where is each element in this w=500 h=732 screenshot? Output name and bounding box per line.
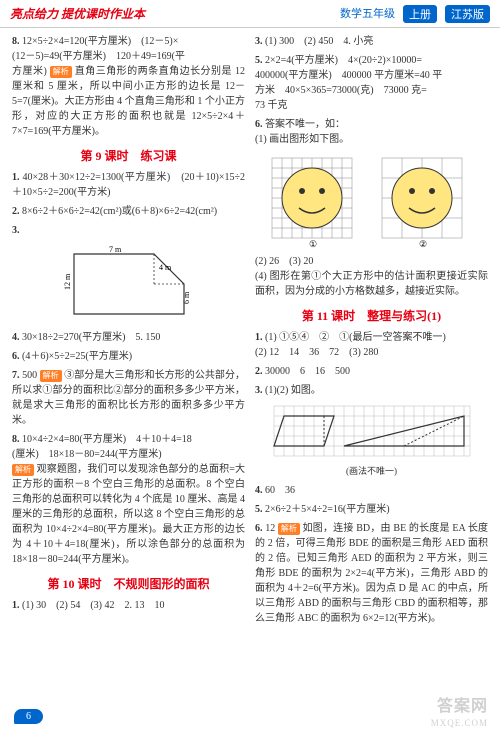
s9-q3: 3. 7 m 12 m 4 m 6 m: [12, 223, 245, 324]
s9-q3-num: 3.: [12, 225, 20, 236]
page-number: 6: [14, 709, 43, 724]
s10-q3: 3. (1) 300 (2) 450 4. 小亮: [255, 34, 488, 49]
svg-text:①: ①: [309, 239, 317, 248]
s10-q3-num: 3.: [255, 36, 263, 47]
grid-smiley-figure: ① ②: [267, 153, 477, 248]
s10-q1-text: (1) 30 (2) 54 (3) 42 2. 13 10: [22, 600, 164, 611]
s10-q6-sub4: (4) 图形在第①个大正方形中的估计面积更接近实际面积，因为分成的小方格数越多，…: [255, 271, 488, 297]
hint-tag: 解析: [50, 66, 72, 78]
s10-q3-text: (1) 300 (2) 450 4. 小亮: [265, 36, 373, 47]
s9-q2: 2. 8×6÷2＋6×6÷2=42(cm²)或(6＋8)×6÷2=42(cm²): [12, 204, 245, 219]
header-volume: 上册: [403, 5, 437, 23]
header-subject: 数学五年级: [340, 5, 395, 23]
content-columns: 8. 12×5÷2×4=120(平方厘米) (12－5)× (12－5)=49(…: [0, 28, 500, 630]
trapezoid-figure: 7 m 12 m 4 m 6 m: [64, 244, 194, 324]
s9-q8-exp: 观察题图，我们可以发现涂色部分的总面积=大正方形的面积－8 个空白三角形的总面积…: [12, 464, 245, 565]
s11-q5: 5. 2×6÷2＋5×4÷2=16(平方厘米): [255, 502, 488, 517]
fig-left-label: 12 m: [64, 273, 72, 290]
s11-q2-num: 2.: [255, 366, 263, 377]
s10-q6: 6. 答案不唯一，如： (1) 画出图形如下图。: [255, 117, 488, 299]
s9-q1-num: 1.: [12, 172, 20, 183]
s9-q7-text: 500: [22, 370, 37, 381]
s11-q1-num: 1.: [255, 332, 263, 343]
page-header: 亮点给力 提优课时作业本 数学五年级 上册 江苏版: [0, 0, 500, 28]
s10-q5-l2: 400000(平方厘米) 400000 平方厘米=40 平: [255, 70, 442, 81]
s10-q5-num: 5.: [255, 55, 263, 66]
q8-num: 8.: [12, 36, 20, 47]
s9-q8-l2: (厘米) 18×18－80=244(平方厘米): [12, 449, 162, 460]
s9-q8: 8. 10×4÷2×4=80(平方厘米) 4＋10＋4=18 (厘米) 18×1…: [12, 432, 245, 567]
fig-r1-label: 4 m: [159, 263, 172, 272]
s10-q6-num: 6.: [255, 119, 263, 130]
s11-q2: 2. 30000 6 16 500: [255, 364, 488, 379]
parallelogram-figure: [272, 404, 472, 459]
section-10-title: 第 10 课时 不规则图形的面积: [12, 575, 245, 592]
header-title: 亮点给力 提优课时作业本: [10, 5, 340, 22]
s11-q1-sub: (2) 12 14 36 72 (3) 280: [255, 347, 378, 358]
s10-q5: 5. 2×2=4(平方厘米) 4×(20÷2)×10000= 400000(平方…: [255, 53, 488, 113]
q8-exp: 直角三角形的两条直角边长分别是 12 厘米和 5 厘米，所以中间小正方形的边长是…: [12, 66, 245, 137]
right-column: 3. (1) 300 (2) 450 4. 小亮 5. 2×2=4(平方厘米) …: [255, 34, 488, 630]
s11-q4: 4. 60 36: [255, 483, 488, 498]
s11-q1-text: (1) ①⑤④ ② ①(最后一空答案不唯一): [265, 332, 446, 343]
s9-q6-num: 6.: [12, 351, 20, 362]
s10-q1-num: 1.: [12, 600, 20, 611]
s10-q1: 1. (1) 30 (2) 54 (3) 42 2. 13 10: [12, 598, 245, 613]
s11-q3-text: (1)(2) 如图。: [265, 385, 321, 396]
s11-q6-exp: 如图，连接 BD，由 BE 的长度是 EA 长度的 2 倍，可得三角形 BDE …: [255, 523, 488, 624]
s9-q7-num: 7.: [12, 370, 20, 381]
s9-q4: 4. 30×18÷2=270(平方厘米) 5. 150: [12, 330, 245, 345]
header-edition: 江苏版: [445, 5, 490, 23]
svg-text:②: ②: [419, 239, 427, 248]
s9-q6: 6. (4＋6)×5÷2=25(平方厘米): [12, 349, 245, 364]
q8-l3: 方厘米): [12, 66, 47, 77]
fig-r2-label: 6 m: [182, 291, 191, 304]
s11-q2-text: 30000 6 16 500: [265, 366, 350, 377]
s10-q6-sub2: (2) 26 (3) 20: [255, 256, 313, 267]
s11-q5-num: 5.: [255, 504, 263, 515]
s9-q4-text: 30×18÷2=270(平方厘米) 5. 150: [22, 332, 160, 343]
s9-q8-num: 8.: [12, 434, 20, 445]
hint-tag: 解析: [12, 464, 34, 476]
hint-tag: 解析: [278, 523, 300, 535]
s9-q1: 1. 40×28＋30×12÷2=1300(平方厘米) (20＋10)×15÷2…: [12, 170, 245, 200]
s9-q6-text: (4＋6)×5÷2=25(平方厘米): [22, 351, 132, 362]
s10-q6-sub1: (1) 画出图形如下图。: [255, 134, 349, 145]
q8: 8. 12×5÷2×4=120(平方厘米) (12－5)× (12－5)=49(…: [12, 34, 245, 139]
section-9-title: 第 9 课时 练习课: [12, 147, 245, 164]
s10-q5-l1: 2×2=4(平方厘米) 4×(20÷2)×10000=: [265, 55, 422, 66]
hint-tag: 解析: [40, 370, 62, 382]
s11-q3-num: 3.: [255, 385, 263, 396]
s11-q1: 1. (1) ①⑤④ ② ①(最后一空答案不唯一) (2) 12 14 36 7…: [255, 330, 488, 360]
q8-l2: (12－5)=49(平方厘米) 120＋49=169(平: [12, 51, 185, 62]
s11-q4-num: 4.: [255, 485, 263, 496]
q8-l1: 12×5÷2×4=120(平方厘米) (12－5)×: [22, 36, 178, 47]
s9-q7: 7. 500 解析 ③部分是大三角形和长方形的公共部分，所以求①部分的面积比②部…: [12, 368, 245, 428]
watermark-url: MXQE.COM: [431, 718, 488, 728]
fig-caption: (画法不唯一): [255, 465, 488, 479]
fig-top-label: 7 m: [109, 245, 122, 254]
s11-q3: 3. (1)(2) 如图。 (画法不唯一): [255, 383, 488, 479]
s9-q2-text: 8×6÷2＋6×6÷2=42(cm²)或(6＋8)×6÷2=42(cm²): [22, 206, 217, 217]
s9-q2-num: 2.: [12, 206, 20, 217]
s11-q4-text: 60 36: [265, 485, 295, 496]
s11-q6-num: 6.: [255, 523, 263, 534]
left-column: 8. 12×5÷2×4=120(平方厘米) (12－5)× (12－5)=49(…: [12, 34, 245, 630]
s9-q8-l1: 10×4÷2×4=80(平方厘米) 4＋10＋4=18: [22, 434, 192, 445]
s10-q6-text: 答案不唯一，如：: [265, 119, 345, 130]
s9-q1-text: 40×28＋30×12÷2=1300(平方厘米) (20＋10)×15÷2＋10…: [12, 172, 245, 198]
watermark-main: 答案网: [437, 692, 488, 716]
s11-q6-text: 12: [265, 523, 275, 534]
s10-q5-l4: 73 千克: [255, 100, 288, 111]
section-11-title: 第 11 课时 整理与练习(1): [255, 307, 488, 324]
header-meta: 数学五年级 上册 江苏版: [340, 5, 490, 23]
s9-q4-num: 4.: [12, 332, 20, 343]
s11-q6: 6. 12 解析 如图，连接 BD，由 BE 的长度是 EA 长度的 2 倍，可…: [255, 521, 488, 626]
s10-q5-l3: 方米 40×5×365=73000(克) 73000 克=: [255, 85, 427, 96]
s11-q5-text: 2×6÷2＋5×4÷2=16(平方厘米): [265, 504, 390, 515]
